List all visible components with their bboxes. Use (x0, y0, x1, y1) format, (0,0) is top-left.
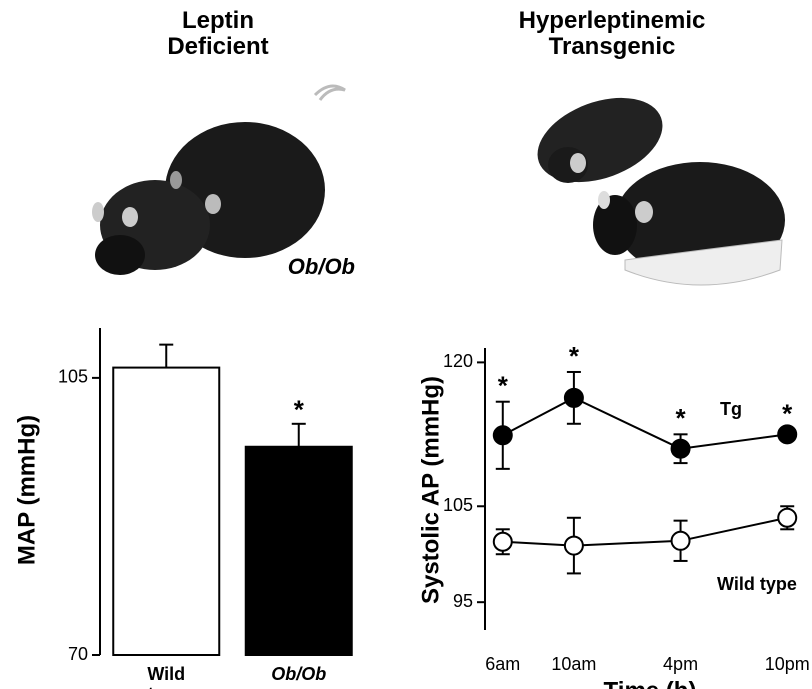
point (670, 530, 691, 551)
line (502, 396, 788, 450)
significance: * (498, 371, 509, 401)
photo-leptin-deficient (92, 84, 346, 275)
x-axis-title: Time (h) (604, 677, 697, 689)
y-axis-title: Systolic AP (mmHg) (417, 376, 444, 604)
y-tick-label: 105 (443, 495, 473, 515)
point (563, 535, 584, 556)
point (670, 438, 691, 459)
series-label: Tg (720, 399, 742, 419)
panel-title: Leptin Deficient (167, 7, 268, 60)
photo-label: Ob/Ob (288, 254, 355, 279)
significance: * (569, 341, 580, 371)
significance: * (294, 395, 305, 425)
bar (112, 366, 221, 656)
x-tick-label: 6am (485, 654, 520, 674)
point (492, 425, 513, 446)
significance: * (782, 398, 793, 428)
y-tick-label: 70 (68, 644, 88, 664)
photo-transgenic (537, 97, 785, 286)
significance: * (675, 403, 686, 433)
panel-title: Hyperleptinemic Transgenic (519, 7, 706, 60)
series-label: Wild type (717, 574, 797, 594)
point (563, 387, 584, 408)
point (777, 424, 798, 445)
x-tick-label: 10pm (765, 654, 810, 674)
bar (244, 445, 353, 656)
x-tick-label: 4pm (663, 654, 698, 674)
y-axis-title: MAP (mmHg) (13, 415, 40, 565)
y-tick-label: 120 (443, 351, 473, 371)
y-tick-label: 105 (58, 367, 88, 387)
x-tick-label: Ob/Ob (271, 664, 326, 684)
line (502, 516, 788, 547)
y-tick-label: 95 (453, 591, 473, 611)
x-tick-label: 10am (551, 654, 596, 674)
point (777, 507, 798, 528)
point (492, 531, 513, 552)
